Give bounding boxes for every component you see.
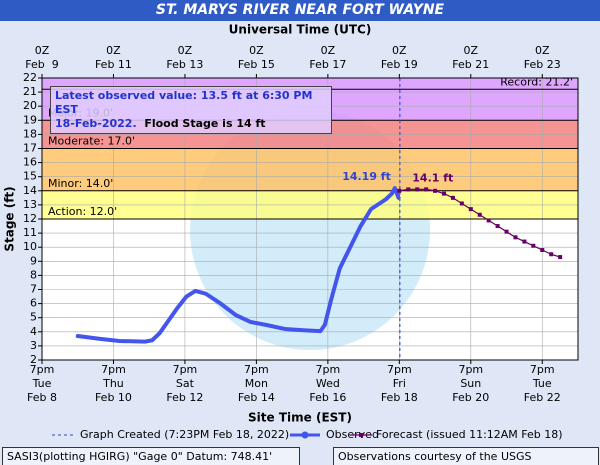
- flood-stage-note: Flood Stage is 14 ft: [144, 117, 266, 130]
- forecast-point: [522, 239, 527, 244]
- forecast-point: [415, 187, 420, 192]
- x-axis-title: Site Time (EST): [248, 411, 352, 425]
- footer-left: SASI3(plotting HGIRG) "Gage 0" Datum: 74…: [2, 447, 300, 465]
- x2-tick-label: 0Z Feb 19: [380, 44, 418, 71]
- forecast-point: [531, 243, 536, 248]
- value-label: 14.19 ft: [342, 170, 391, 183]
- forecast-point: [504, 229, 509, 234]
- forecast-point: [397, 188, 402, 193]
- flood-label: Moderate: 17.0': [48, 135, 135, 148]
- forecast-point: [495, 224, 500, 229]
- forecast-point: [424, 187, 429, 192]
- y-tick-label: 21: [23, 85, 37, 98]
- flood-label: Action: 12.0': [48, 205, 117, 218]
- y-tick-label: 17: [23, 142, 37, 155]
- forecast-point: [558, 255, 563, 260]
- x2-tick-label: 0Z Feb 23: [523, 44, 561, 71]
- legend-swatch: [301, 431, 309, 439]
- x2-tick-label: 0Z Feb 13: [166, 44, 204, 71]
- legend-label: Graph Created (7:23PM Feb 18, 2022): [80, 428, 289, 441]
- y-tick-label: 3: [30, 339, 37, 352]
- record-label: Record: 21.2': [500, 75, 573, 88]
- forecast-point: [459, 201, 464, 206]
- x-tick-label: 7pm Fri Feb 18: [380, 363, 418, 404]
- x-tick-label: 7pm Mon Feb 14: [237, 363, 275, 404]
- x2-tick-label: 0Z Feb 11: [94, 44, 132, 71]
- y-tick-label: 22: [23, 71, 37, 84]
- y-tick-label: 2: [30, 353, 37, 366]
- y-tick-label: 13: [23, 198, 37, 211]
- x-tick-label: 7pm Thu Feb 10: [94, 363, 132, 404]
- forecast-point: [477, 212, 482, 217]
- forecast-point: [442, 191, 446, 196]
- x-tick-label: 7pm Tue Feb 8: [27, 363, 57, 404]
- x2-tick-label: 0Z Feb 9: [25, 44, 59, 71]
- y-tick-label: 18: [23, 127, 37, 140]
- y-tick-label: 9: [30, 254, 37, 267]
- x-tick-label: 7pm Sat Feb 12: [166, 363, 204, 404]
- y-tick-label: 11: [23, 226, 37, 239]
- x-tick-label: 7pm Sun Feb 20: [452, 363, 490, 404]
- x-tick-label: 7pm Tue Feb 22: [523, 363, 561, 404]
- x2-tick-label: 0Z Feb 21: [452, 44, 490, 71]
- forecast-point: [406, 187, 411, 192]
- forecast-point: [540, 248, 545, 253]
- y-tick-label: 4: [30, 325, 37, 338]
- y-tick-label: 10: [23, 240, 37, 253]
- flood-band: [42, 148, 578, 191]
- value-label: 14.1 ft: [412, 171, 453, 184]
- y-axis-title: Stage (ft): [3, 186, 17, 251]
- footer-right: Observations courtesy of the USGS (04182…: [333, 447, 599, 465]
- note-date: 18-Feb-2022.: [55, 117, 137, 130]
- x2-axis-title: Universal Time (UTC): [229, 23, 372, 37]
- y-tick-label: 15: [23, 170, 37, 183]
- forecast-point: [468, 207, 473, 212]
- y-tick-label: 5: [30, 311, 37, 324]
- legend-swatch: [359, 433, 363, 437]
- observed-line: [75, 186, 401, 344]
- y-tick-label: 8: [30, 268, 37, 281]
- chart-title: ST. MARYS RIVER NEAR FORT WAYNE: [0, 0, 600, 21]
- forecast-point: [486, 218, 491, 223]
- note-line: Latest observed value: 13.5 ft at 6:30 P…: [55, 89, 313, 116]
- y-tick-label: 12: [23, 212, 37, 225]
- x-tick-label: 7pm Wed Feb 16: [309, 363, 347, 404]
- plot-frame: [41, 77, 579, 361]
- forecast-point: [513, 235, 518, 240]
- y-tick-label: 7: [30, 283, 37, 296]
- forecast-point: [450, 195, 455, 200]
- x2-tick-label: 0Z Feb 17: [309, 44, 347, 71]
- forecast-point: [549, 252, 554, 257]
- y-tick-label: 6: [30, 297, 37, 310]
- y-tick-label: 14: [23, 184, 37, 197]
- y-tick-label: 20: [23, 99, 37, 112]
- legend-label: Forecast (issued 11:12AM Feb 18): [376, 428, 563, 441]
- y-tick-label: 19: [23, 113, 37, 126]
- y-tick-label: 16: [23, 156, 37, 169]
- forecast-point: [433, 188, 438, 193]
- latest-observed-note: Latest observed value: 13.5 ft at 6:30 P…: [50, 86, 332, 134]
- x2-tick-label: 0Z Feb 15: [237, 44, 275, 71]
- flood-label: Minor: 14.0': [48, 177, 113, 190]
